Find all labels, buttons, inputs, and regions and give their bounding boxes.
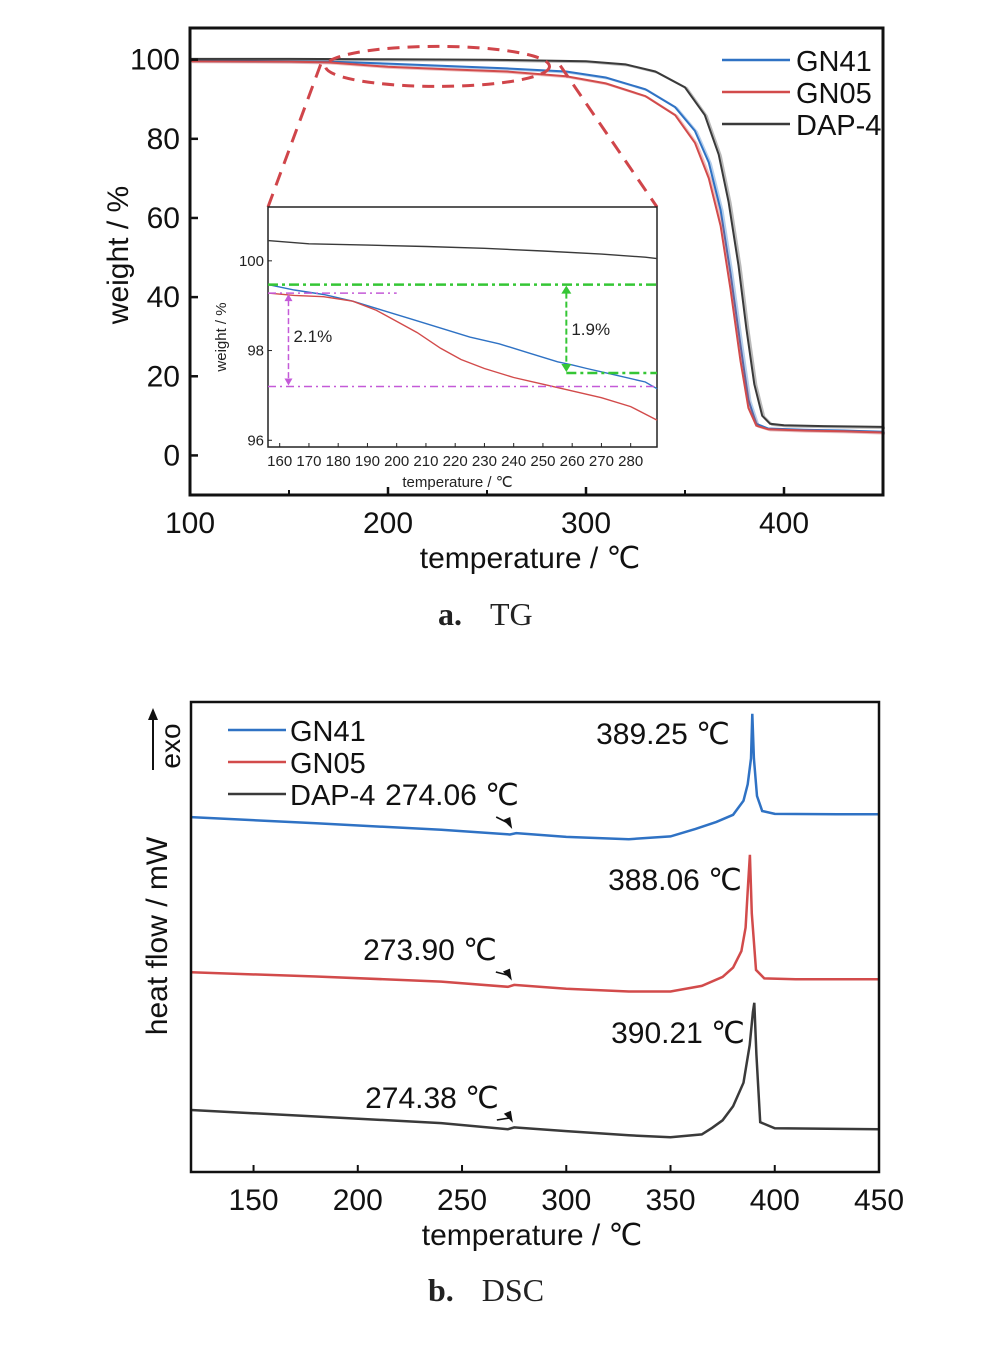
tg-inset-x-axis-label: temperature / ℃ (402, 474, 512, 491)
dsc-annotation-arrow-head (503, 817, 513, 830)
dsc-x-tick-label: 300 (541, 1184, 591, 1217)
dsc-x-tick-label: 350 (645, 1184, 695, 1217)
dsc-annotation-label: 389.25 ℃ (596, 718, 730, 751)
dsc-line-DAP-4 (190, 1002, 880, 1139)
tg-y-tick-label: 60 (147, 202, 180, 235)
tg-inset-x-tick-label: 210 (413, 453, 438, 470)
tg-chart: 100 200 300 400 0 20 40 60 80 100 temperature / ℃ w… (102, 26, 886, 575)
tg-line-DAP-4 (190, 57, 884, 428)
dsc-legend-label-GN05: GN05 (290, 748, 366, 780)
dsc-annotation-label: 390.21 ℃ (611, 1017, 745, 1050)
dsc-caption: b. DSC (428, 1272, 544, 1309)
tg-inset-y-tick-label: 98 (247, 343, 264, 360)
tg-inset-purple-delta-label: 2.1% (293, 327, 332, 346)
dsc-caption-text: DSC (481, 1272, 545, 1308)
tg-inset-x-tick-label: 230 (472, 453, 497, 470)
tg-inset-x-tick-label: 220 (443, 453, 468, 470)
dsc-chart: 150 200 250 300 350 400 450 temperature / ℃ heat… (141, 700, 904, 1252)
tg-caption: a. TG (438, 596, 533, 633)
dsc-annotation-arrow-head (502, 968, 512, 981)
tg-inset-green-delta-label: 1.9% (571, 320, 610, 339)
tg-zoom-guide-left (266, 63, 323, 208)
tg-inset-x-tick-label: 240 (501, 453, 526, 470)
tg-line-GN41 (189, 59, 884, 433)
tg-plot-frame (188, 26, 885, 497)
tg-inset-y-axis-label: weight / % (213, 302, 230, 372)
tg-x-tick-label: 100 (165, 507, 215, 540)
dsc-annotation-label: 388.06 ℃ (608, 864, 742, 897)
tg-legend-label-GN05: GN05 (796, 78, 872, 110)
dsc-line-GN05 (190, 854, 879, 993)
dsc-annotation-arrow-head (503, 1110, 513, 1123)
tg-legend-label-GN41: GN41 (796, 46, 872, 78)
tg-y-tick-label: 0 (163, 439, 180, 472)
dsc-annotation-label: 274.38 ℃ (365, 1082, 499, 1115)
dsc-caption-letter: b. (428, 1272, 454, 1308)
tg-x-tick-label: 300 (561, 507, 611, 540)
tg-inset-green-arrow-head-down (561, 363, 572, 372)
dsc-x-tick-label: 150 (229, 1184, 279, 1217)
tg-y-tick-label: 80 (147, 123, 180, 156)
tg-inset-x-tick-label: 270 (589, 453, 614, 470)
dsc-legend-label-GN41: GN41 (290, 716, 366, 748)
dsc-line-GN41 (190, 713, 879, 841)
tg-zoom-guide-right (559, 64, 659, 208)
tg-inset-x-tick-label: 190 (355, 453, 380, 470)
exo-arrow-head (148, 708, 158, 720)
tg-x-axis-label: temperature / ℃ (420, 542, 640, 575)
dsc-x-tick-label: 250 (437, 1184, 487, 1217)
tg-legend-label-DAP-4: DAP-4 (796, 110, 881, 142)
tg-y-tick-label: 20 (147, 360, 180, 393)
tg-inset-purple-arrow-head-down (284, 378, 293, 386)
exo-label: exo (155, 723, 186, 768)
tg-caption-letter: a. (438, 596, 462, 632)
dsc-x-axis-label: temperature / ℃ (422, 1219, 642, 1252)
tg-inset-purple-arrow-head-up (284, 294, 293, 302)
dsc-legend-label-DAP-4: DAP-4 (290, 780, 375, 812)
dsc-plot-frame (189, 700, 881, 1174)
tg-inset-x-tick-label: 260 (560, 453, 585, 470)
tg-line-GN05 (189, 60, 884, 434)
tg-inset-x-tick-label: 280 (618, 453, 643, 470)
tg-inset-y-tick-label: 100 (239, 253, 264, 270)
tg-inset-x-tick-label: 200 (384, 453, 409, 470)
dsc-annotation-label: 274.06 ℃ (385, 779, 519, 812)
dsc-x-tick-label: 450 (854, 1184, 904, 1217)
dsc-x-tick-label: 200 (333, 1184, 383, 1217)
tg-caption-text: TG (490, 596, 533, 632)
tg-inset-x-tick-label: 180 (326, 453, 351, 470)
tg-inset-x-tick-label: 170 (296, 453, 321, 470)
tg-y-tick-label: 40 (147, 281, 180, 314)
tg-inset-line-GN05 (267, 292, 658, 421)
tg-zoom-ellipse (324, 44, 551, 88)
tg-y-tick-label: 100 (130, 44, 180, 77)
dsc-x-tick-label: 400 (750, 1184, 800, 1217)
dsc-annotation-label: 273.90 ℃ (363, 934, 497, 967)
tg-x-tick-label: 200 (363, 507, 413, 540)
tg-inset-line-DAP-4 (267, 239, 658, 260)
tg-x-tick-label: 400 (759, 507, 809, 540)
dsc-y-axis-label: heat flow / mW (141, 836, 174, 1035)
tg-inset-green-arrow-head-up (561, 285, 572, 294)
tg-inset-y-tick-label: 96 (247, 432, 264, 449)
tg-y-axis-label: weight / % (102, 186, 135, 325)
tg-inset-x-tick-label: 160 (267, 453, 292, 470)
tg-inset-x-tick-label: 250 (530, 453, 555, 470)
